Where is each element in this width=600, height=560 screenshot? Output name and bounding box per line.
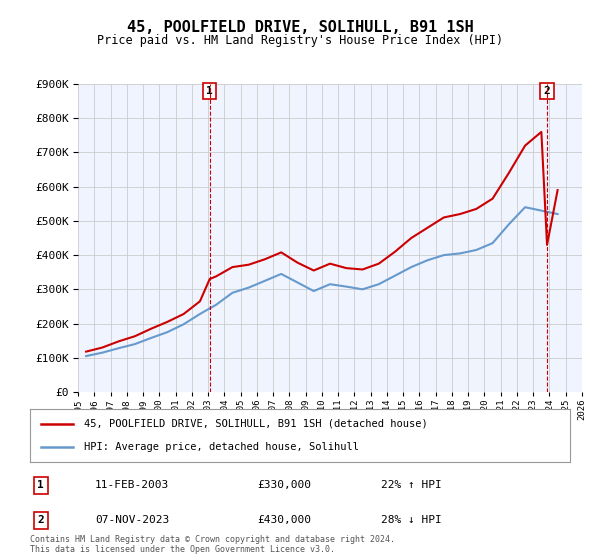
Text: 07-NOV-2023: 07-NOV-2023: [95, 515, 169, 525]
Text: HPI: Average price, detached house, Solihull: HPI: Average price, detached house, Soli…: [84, 442, 359, 452]
Text: 22% ↑ HPI: 22% ↑ HPI: [381, 480, 442, 491]
Text: 45, POOLFIELD DRIVE, SOLIHULL, B91 1SH (detached house): 45, POOLFIELD DRIVE, SOLIHULL, B91 1SH (…: [84, 419, 428, 429]
Text: 45, POOLFIELD DRIVE, SOLIHULL, B91 1SH: 45, POOLFIELD DRIVE, SOLIHULL, B91 1SH: [127, 20, 473, 35]
Text: 2: 2: [544, 86, 550, 96]
Text: 2: 2: [37, 515, 44, 525]
Text: 11-FEB-2003: 11-FEB-2003: [95, 480, 169, 491]
Text: 1: 1: [206, 86, 213, 96]
Text: 28% ↓ HPI: 28% ↓ HPI: [381, 515, 442, 525]
Text: Price paid vs. HM Land Registry's House Price Index (HPI): Price paid vs. HM Land Registry's House …: [97, 34, 503, 46]
Text: £430,000: £430,000: [257, 515, 311, 525]
Text: 1: 1: [37, 480, 44, 491]
Text: Contains HM Land Registry data © Crown copyright and database right 2024.
This d: Contains HM Land Registry data © Crown c…: [30, 535, 395, 554]
Text: £330,000: £330,000: [257, 480, 311, 491]
